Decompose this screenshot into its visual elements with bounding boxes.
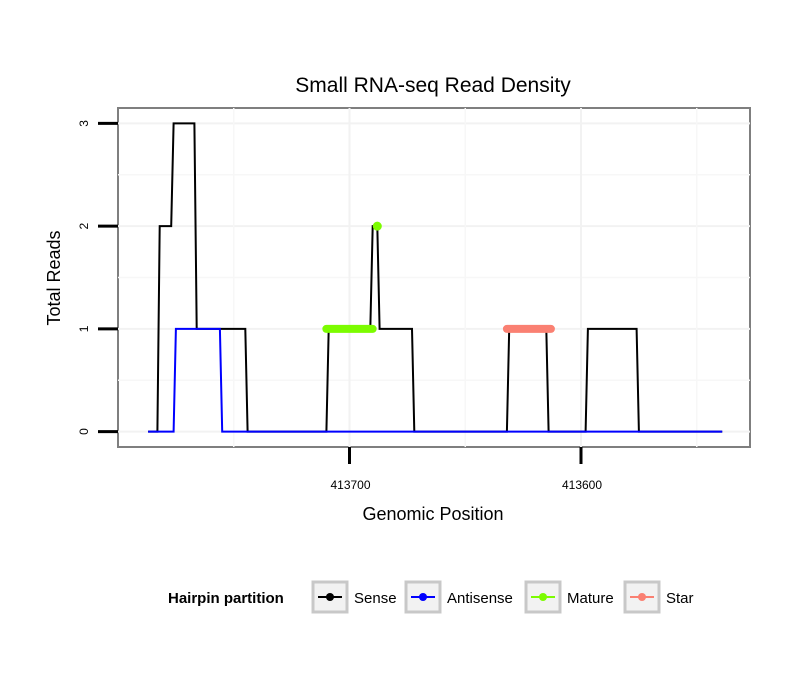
y-axis-title: Total Reads bbox=[44, 230, 64, 325]
legend-title: Hairpin partition bbox=[168, 590, 284, 607]
y-tick-label: 1 bbox=[77, 325, 91, 332]
legend-label: Sense bbox=[354, 590, 397, 607]
y-axis: 0 1 2 3 bbox=[77, 120, 118, 435]
legend-key-dot bbox=[539, 593, 547, 601]
y-tick-label: 3 bbox=[77, 120, 91, 127]
x-tick-label: 413600 bbox=[562, 478, 602, 492]
chart-title: Small RNA-seq Read Density bbox=[295, 74, 571, 97]
legend-label: Antisense bbox=[447, 590, 513, 607]
plot-panel bbox=[117, 107, 751, 448]
legend-entries: Sense Antisense Mature Star bbox=[311, 580, 694, 614]
legend-label: Mature bbox=[567, 590, 614, 607]
series-layer bbox=[148, 122, 723, 433]
legend: Hairpin partition Sense Antisense Mature St… bbox=[168, 580, 694, 614]
legend-key-dot bbox=[638, 593, 646, 601]
series-line-antisense bbox=[148, 327, 723, 433]
legend-key-dot bbox=[326, 593, 334, 601]
x-tick-label: 413700 bbox=[330, 478, 370, 492]
y-tick-label: 2 bbox=[77, 222, 91, 229]
y-tick-label: 0 bbox=[77, 428, 91, 435]
x-axis: 413700 413600 bbox=[330, 447, 602, 492]
x-axis-title: Genomic Position bbox=[362, 504, 503, 524]
legend-label: Star bbox=[666, 590, 694, 607]
legend-key-dot bbox=[419, 593, 427, 601]
series-point-mature bbox=[372, 221, 382, 231]
